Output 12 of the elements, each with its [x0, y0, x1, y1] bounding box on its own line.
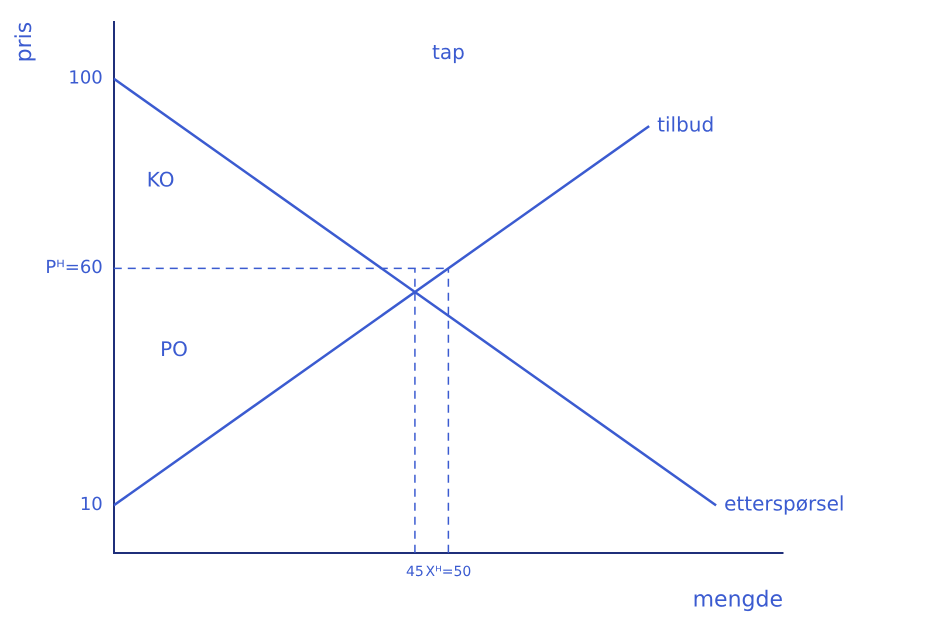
- y-tick-label: 10: [80, 494, 103, 516]
- y-tick-label: 100: [68, 67, 103, 88]
- y-tick-label: Pᴴ=60: [45, 257, 103, 278]
- annotation: tap: [432, 40, 465, 64]
- annotation: KO: [146, 167, 174, 192]
- y-axis-title: pris: [12, 22, 37, 62]
- x-tick-label: 45: [406, 564, 424, 580]
- x-axis-title: mengde: [692, 588, 783, 613]
- x-tick-label: Xᴴ=50: [425, 564, 472, 580]
- series-label: tilbud: [657, 112, 714, 136]
- series-label: etterspørsel: [724, 492, 844, 516]
- annotation: PO: [160, 337, 188, 362]
